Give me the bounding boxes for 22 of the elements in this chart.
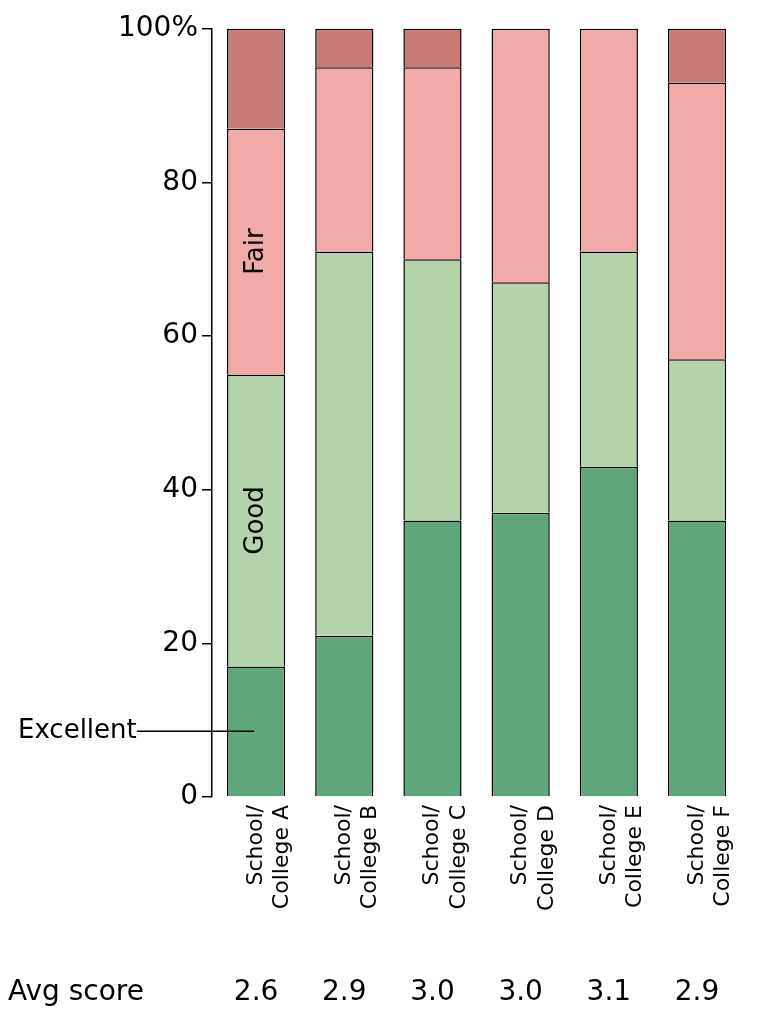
y-tick-label: 60 <box>162 317 198 351</box>
x-tick-label: School/ College B <box>330 804 382 910</box>
text: 3.0 <box>498 974 543 1007</box>
y-tick-label: 100% <box>117 10 198 44</box>
x-tick-label: School/ College D <box>506 804 558 912</box>
x-tick-label: School/ College F <box>682 804 735 907</box>
text: 2.9 <box>674 974 720 1007</box>
text: 3.0 <box>410 974 455 1007</box>
y-tick-label: 20 <box>162 624 198 658</box>
x-tick-label: School/ College C <box>418 804 470 910</box>
text: Avg score <box>8 974 144 1007</box>
y-tick-label: 40 <box>162 471 198 504</box>
series-label: Good <box>238 486 269 555</box>
y-tick-label: 80 <box>162 163 198 197</box>
x-tick-label: School/ College E <box>594 804 646 908</box>
series-label: Fair <box>238 228 269 275</box>
x-tick-label: School/ College A <box>241 804 294 910</box>
text: 2.6 <box>233 974 279 1007</box>
text: 3.1 <box>586 974 632 1007</box>
text: Excellent <box>18 714 137 745</box>
text: 2.9 <box>322 974 367 1007</box>
y-tick-label: 0 <box>180 778 198 812</box>
